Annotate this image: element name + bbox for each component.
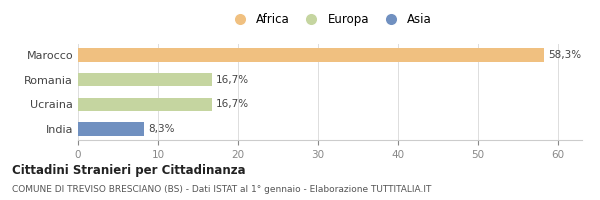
Text: Cittadini Stranieri per Cittadinanza: Cittadini Stranieri per Cittadinanza	[12, 164, 245, 177]
Bar	[78, 48, 544, 62]
Text: 8,3%: 8,3%	[148, 124, 175, 134]
Text: 58,3%: 58,3%	[548, 50, 581, 60]
Text: 16,7%: 16,7%	[215, 75, 249, 85]
Text: COMUNE DI TREVISO BRESCIANO (BS) - Dati ISTAT al 1° gennaio - Elaborazione TUTTI: COMUNE DI TREVISO BRESCIANO (BS) - Dati …	[12, 185, 431, 194]
Bar	[78, 98, 212, 111]
Text: 16,7%: 16,7%	[215, 99, 249, 109]
Bar	[78, 73, 212, 86]
Legend: Africa, Europa, Asia: Africa, Europa, Asia	[224, 10, 436, 30]
Bar	[78, 122, 145, 136]
